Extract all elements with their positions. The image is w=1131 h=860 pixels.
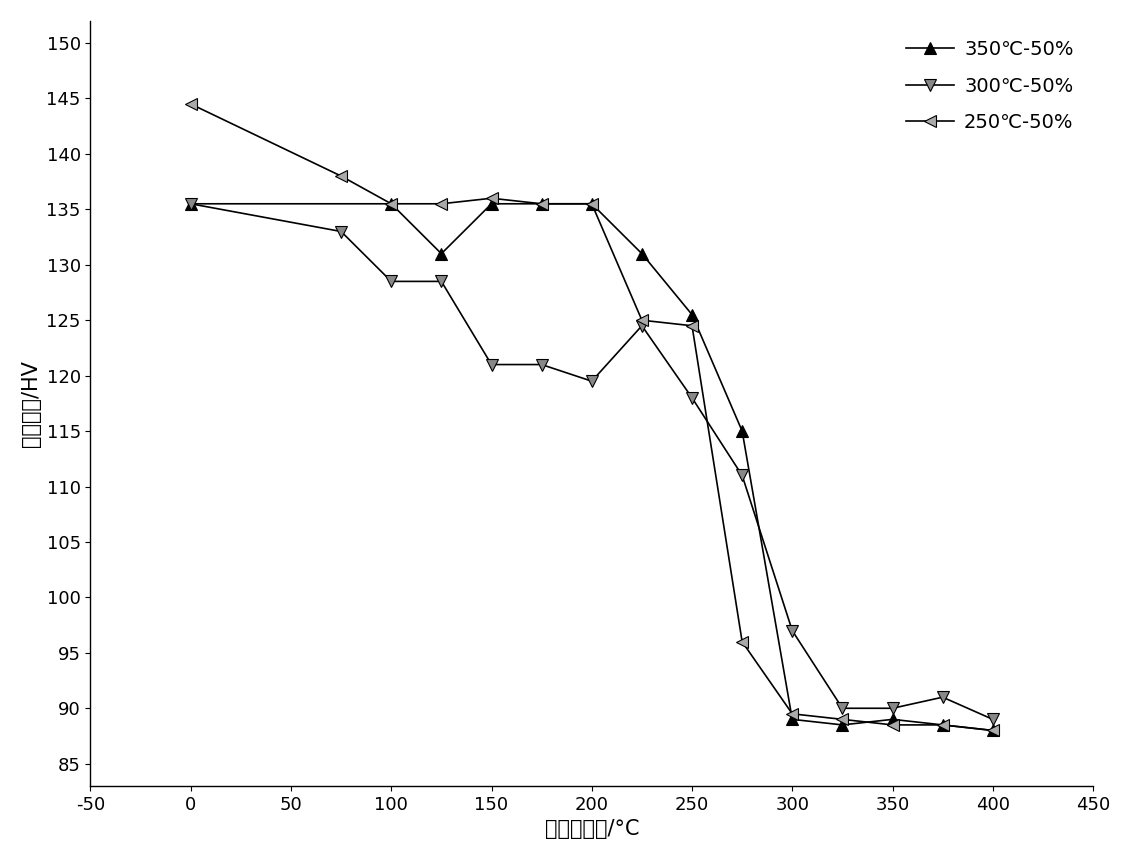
300℃-50% [585,376,598,386]
300℃-50% [836,703,849,714]
300℃-50% [335,226,348,237]
300℃-50% [685,393,699,403]
250℃-50% [986,725,1000,735]
300℃-50% [636,321,649,331]
350℃-50% [786,714,800,724]
250℃-50% [535,199,549,209]
300℃-50% [986,714,1000,724]
300℃-50% [535,359,549,370]
Line: 350℃-50%: 350℃-50% [184,198,999,737]
350℃-50% [836,720,849,730]
350℃-50% [685,310,699,320]
Line: 250℃-50%: 250℃-50% [184,98,999,737]
350℃-50% [485,199,499,209]
350℃-50% [184,199,198,209]
250℃-50% [735,636,749,647]
350℃-50% [735,426,749,436]
250℃-50% [485,194,499,204]
350℃-50% [886,714,899,724]
X-axis label: 热处理温度/°C: 热处理温度/°C [544,820,639,839]
300℃-50% [935,692,949,703]
250℃-50% [786,709,800,719]
300℃-50% [886,703,899,714]
300℃-50% [735,470,749,481]
350℃-50% [434,249,448,259]
300℃-50% [786,625,800,636]
300℃-50% [485,359,499,370]
250℃-50% [935,720,949,730]
250℃-50% [636,315,649,325]
300℃-50% [434,276,448,286]
250℃-50% [685,321,699,331]
250℃-50% [335,171,348,181]
250℃-50% [385,199,398,209]
Line: 300℃-50%: 300℃-50% [184,198,999,726]
Legend: 350℃-50%, 300℃-50%, 250℃-50%: 350℃-50%, 300℃-50%, 250℃-50% [896,31,1083,142]
250℃-50% [184,99,198,109]
350℃-50% [385,199,398,209]
350℃-50% [585,199,598,209]
250℃-50% [434,199,448,209]
350℃-50% [636,249,649,259]
250℃-50% [585,199,598,209]
250℃-50% [886,720,899,730]
Y-axis label: 最微硬度/HV: 最微硬度/HV [20,360,41,447]
300℃-50% [184,199,198,209]
350℃-50% [935,720,949,730]
300℃-50% [385,276,398,286]
350℃-50% [535,199,549,209]
350℃-50% [986,725,1000,735]
250℃-50% [836,714,849,724]
